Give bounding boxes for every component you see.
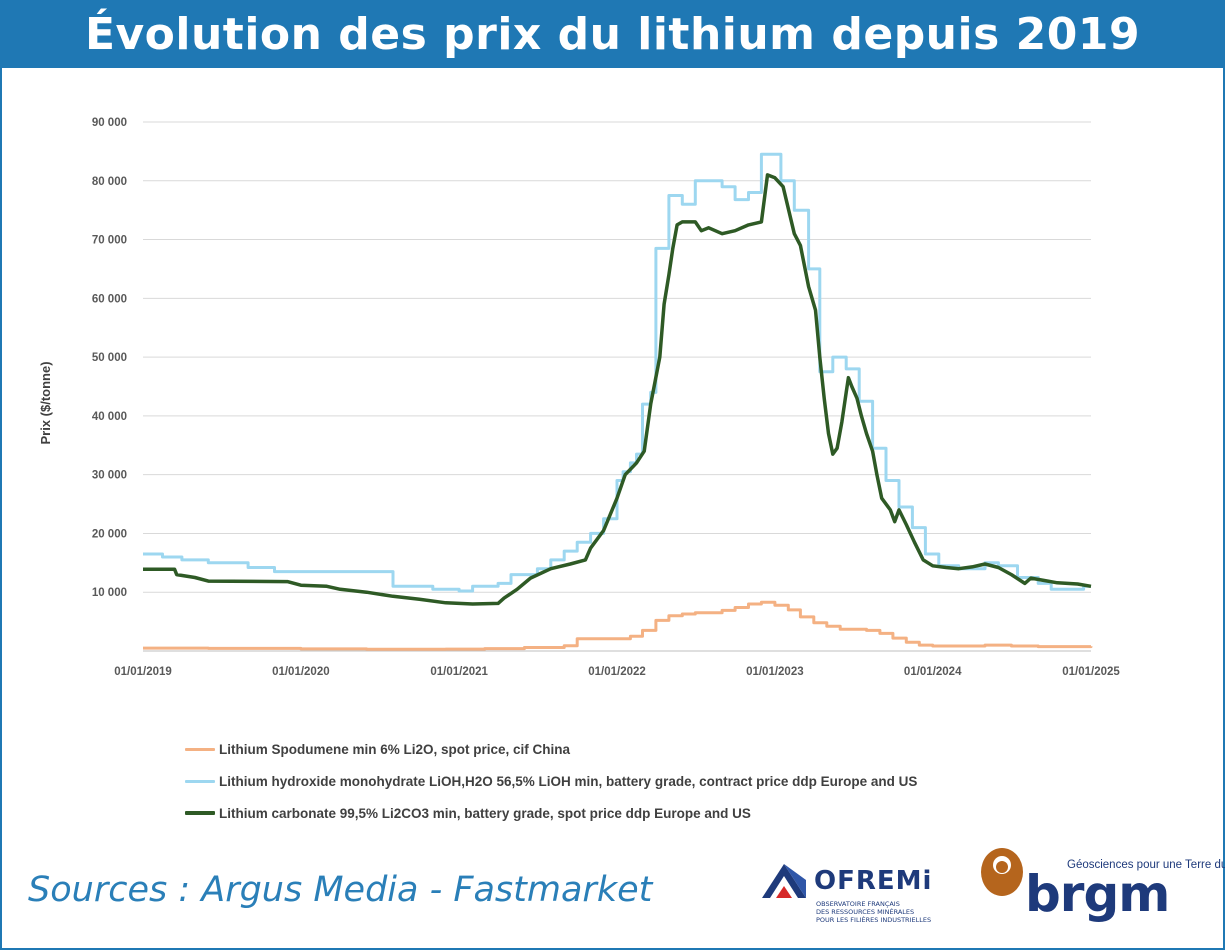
x-tick-label: 01/01/2021: [430, 666, 488, 678]
ofremi-logo: OFREMi OBSERVATOIRE FRANÇAIS DES RESSOUR…: [760, 860, 960, 930]
page-title: Évolution des prix du lithium depuis 201…: [84, 8, 1141, 60]
x-tick-label: 01/01/2025: [1062, 666, 1120, 678]
legend-swatch-carbonate: [185, 811, 215, 815]
y-axis-label: Prix ($/tonne): [38, 361, 53, 444]
series-group: [143, 152, 1093, 651]
price-chart: 10 000 20 000 30 000 40 000 50 000 60 000 70 0…: [38, 117, 1120, 678]
ofremi-subtitle-line: POUR LES FILIÈRES INDUSTRIELLES: [816, 916, 932, 924]
y-tick-label: 60 000: [92, 293, 127, 305]
legend-swatch-spodumene: [185, 747, 215, 751]
ofremi-name: OFREMi: [814, 866, 933, 896]
ofremi-subtitle-line: DES RESSOURCES MINÉRALES: [816, 908, 915, 916]
y-tick-label: 80 000: [92, 176, 127, 188]
grid-lines: [143, 121, 1091, 652]
x-axis-ticks: 01/01/2019 01/01/2020 01/01/2021 01/01/2022…: [114, 666, 1120, 678]
y-tick-label: 10 000: [92, 587, 127, 599]
legend-item-spodumene: Lithium Spodumene min 6% Li2O, spot pric…: [185, 733, 917, 765]
x-tick-label: 01/01/2024: [904, 666, 962, 678]
legend-item-carbonate: Lithium carbonate 99,5% Li2CO3 min, batt…: [185, 797, 917, 829]
y-tick-label: 20 000: [92, 528, 127, 540]
legend-item-hydroxide: Lithium hydroxide monohydrate LiOH,H2O 5…: [185, 765, 917, 797]
y-tick-label: 50 000: [92, 352, 127, 364]
x-tick-label: 01/01/2020: [272, 666, 330, 678]
brgm-wordmark: brgm: [1025, 865, 1170, 923]
brgm-tagline: Géosciences pour une Terre durable: [1067, 859, 1225, 871]
ofremi-subtitle: OBSERVATOIRE FRANÇAIS DES RESSOURCES MIN…: [816, 900, 956, 924]
title-bar: Évolution des prix du lithium depuis 201…: [0, 0, 1225, 68]
chart-legend: Lithium Spodumene min 6% Li2O, spot pric…: [185, 733, 917, 829]
series-line-spodumene: [143, 600, 1093, 651]
legend-label-spodumene: Lithium Spodumene min 6% Li2O, spot pric…: [219, 741, 571, 757]
x-tick-label: 01/01/2019: [114, 666, 172, 678]
ofremi-subtitle-line: OBSERVATOIRE FRANÇAIS: [816, 900, 900, 908]
y-tick-label: 70 000: [92, 235, 127, 247]
legend-label-carbonate: Lithium carbonate 99,5% Li2CO3 min, batt…: [219, 805, 751, 821]
brgm-earth-icon: [981, 848, 1023, 896]
x-tick-label: 01/01/2022: [588, 666, 646, 678]
legend-label-hydroxide: Lithium hydroxide monohydrate LiOH,H2O 5…: [219, 773, 918, 789]
y-tick-label: 90 000: [92, 117, 127, 129]
legend-swatch-hydroxide: [185, 779, 215, 783]
sources-text: Sources : Argus Media - Fastmarket: [28, 870, 653, 910]
y-axis-ticks: 10 000 20 000 30 000 40 000 50 000 60 000 70 0…: [92, 117, 127, 599]
ofremi-emblem-icon: [762, 864, 806, 898]
y-tick-label: 30 000: [92, 470, 127, 482]
series-line-carbonate: [143, 173, 1092, 606]
y-tick-label: 40 000: [92, 411, 127, 423]
series-line-hydroxide: [143, 152, 1091, 593]
x-tick-label: 01/01/2023: [746, 666, 804, 678]
brgm-logo: Géosciences pour une Terre durable brgm: [975, 845, 1225, 940]
